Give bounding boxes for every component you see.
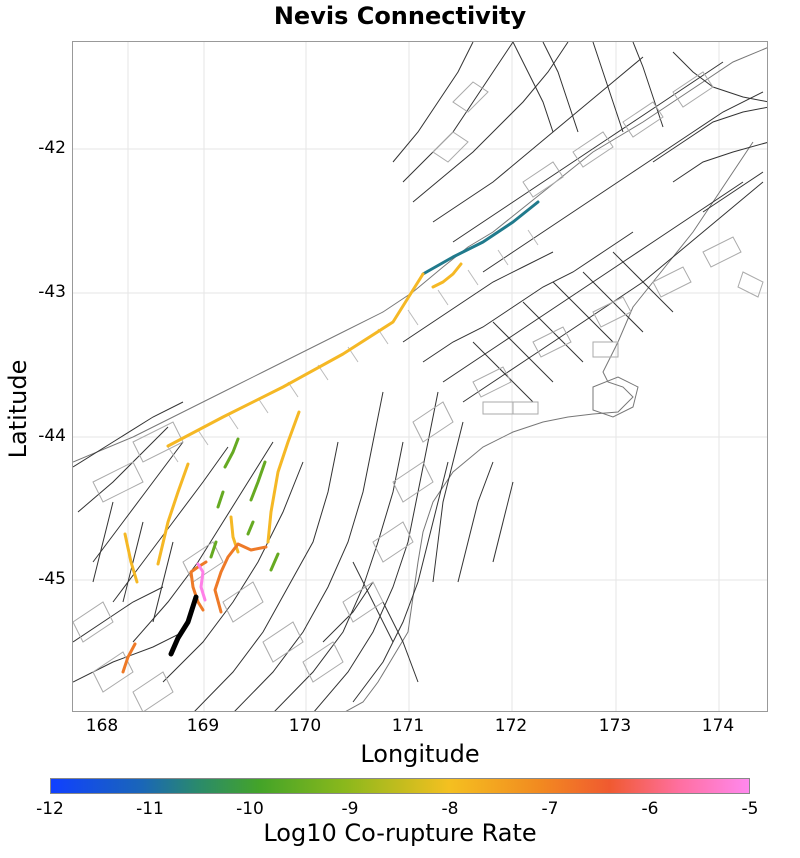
fault-map (73, 42, 767, 711)
colorbar-tick-label: -9 (341, 799, 359, 819)
colorbar-tick-label: -10 (236, 799, 264, 819)
alpine-fault-planes (167, 229, 539, 463)
y-axis-label: Latitude (4, 359, 32, 459)
colorbar-tick-label: -11 (136, 799, 164, 819)
colorbar (50, 778, 750, 794)
colorbar-tick-label: -6 (641, 799, 659, 819)
rupture-segments (121, 200, 540, 674)
x-tick-label: 172 (494, 716, 528, 736)
colorbar-label: Log10 Co-rupture Rate (263, 819, 537, 847)
x-tick-label: 171 (391, 716, 425, 736)
colorbar-tick-label: -7 (541, 799, 559, 819)
y-tick-label: -44 (38, 426, 66, 446)
x-tick-label: 174 (701, 716, 735, 736)
x-axis-label: Longitude (360, 740, 480, 768)
fault-planes (73, 71, 764, 711)
colorbar-tick-label: -5 (741, 799, 759, 819)
y-tick-label: -43 (38, 282, 66, 302)
y-tick-label: -42 (38, 138, 66, 158)
colorbar-tick-label: -8 (441, 799, 459, 819)
coastline (73, 47, 767, 711)
map-plot-area[interactable] (72, 41, 768, 712)
colorbar-tick-label: -12 (36, 799, 64, 819)
fault-traces (73, 42, 767, 711)
x-tick-label: 169 (186, 716, 220, 736)
x-tick-label: 173 (598, 716, 632, 736)
gridlines (73, 42, 767, 711)
y-tick-label: -45 (38, 569, 66, 589)
x-tick-label: 170 (288, 716, 322, 736)
x-tick-label: 168 (85, 716, 119, 736)
map-title: Nevis Connectivity (273, 2, 527, 30)
